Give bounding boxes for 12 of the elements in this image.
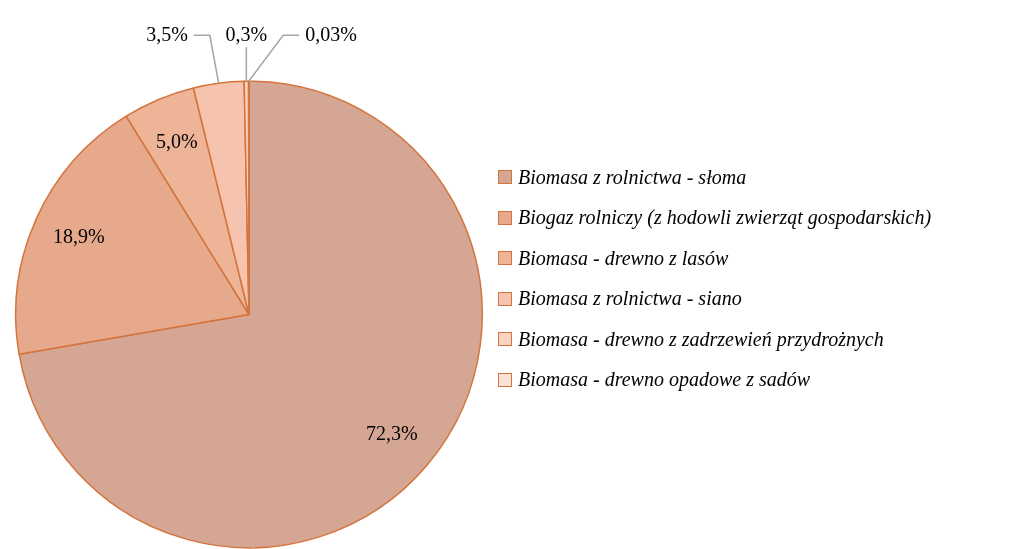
data-label: 18,9% (52, 225, 105, 248)
legend-label: Biomasa - drewno z lasów (518, 246, 729, 270)
legend-label: Biomasa - drewno opadowe z sadów (518, 368, 811, 392)
legend-label: Biogaz rolniczy (z hodowli zwierząt gospodarskich) (518, 206, 932, 230)
legend-label: Biomasa z rolnictwa - słoma (518, 165, 747, 189)
data-label: 5,0% (155, 129, 198, 152)
data-label: 3,5% (146, 22, 188, 45)
legend-label: Biomasa - drewno z zadrzewień przydrożnych (518, 327, 884, 351)
data-label: 72,3% (365, 421, 418, 444)
data-label: 0,3% (225, 22, 268, 45)
data-label: 0,03% (305, 22, 357, 45)
legend-label: Biomasa z rolnictwa - siano (518, 287, 742, 311)
